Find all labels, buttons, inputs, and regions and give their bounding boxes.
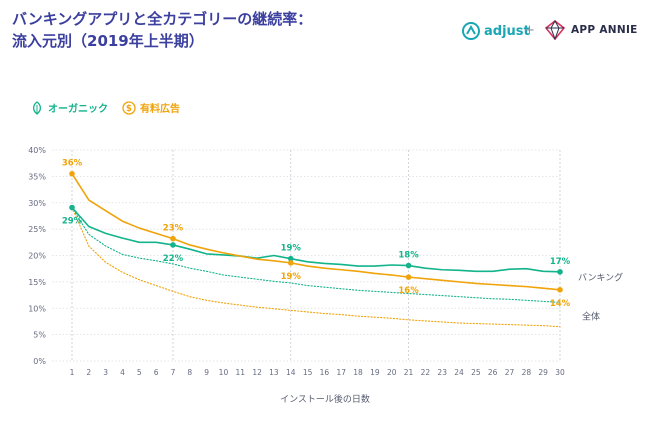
organic-all-line bbox=[71, 206, 561, 303]
x-axis-label: インストール後の日数 bbox=[280, 395, 370, 405]
y-tick-label: 30% bbox=[28, 199, 46, 208]
diamond-icon bbox=[545, 20, 565, 40]
y-tick-label: 0% bbox=[33, 357, 46, 366]
group-label-all: 全体 bbox=[582, 310, 600, 322]
x-tick-label: 6 bbox=[154, 368, 159, 377]
x-tick-label: 30 bbox=[555, 368, 565, 377]
paid-data-point bbox=[557, 286, 563, 293]
x-tick-label: 7 bbox=[171, 368, 176, 377]
y-tick-label: 5% bbox=[33, 331, 46, 340]
paid-data-point bbox=[405, 274, 412, 280]
x-tick-label: 5 bbox=[137, 368, 142, 377]
x-tick-label: 13 bbox=[269, 368, 279, 377]
legend-paid: $ 有料広告 bbox=[122, 100, 180, 115]
data-label: 29% bbox=[62, 216, 83, 226]
x-tick-label: 22 bbox=[421, 368, 431, 377]
x-tick-label: 27 bbox=[505, 368, 515, 377]
organic-data-point bbox=[557, 269, 563, 275]
data-label: 16% bbox=[398, 286, 419, 296]
leaf-icon bbox=[32, 100, 42, 115]
appannie-logo: APP ANNIE bbox=[545, 20, 638, 40]
paid-banking-line bbox=[71, 173, 561, 291]
x-tick-label: 26 bbox=[488, 368, 498, 377]
y-tick-label: 20% bbox=[28, 252, 46, 261]
x-tick-label: 18 bbox=[353, 368, 363, 377]
x-tick-label: 4 bbox=[120, 368, 125, 377]
appannie-logo-text: APP ANNIE bbox=[571, 24, 638, 36]
x-tick-label: 12 bbox=[252, 368, 262, 377]
paid-data-point bbox=[287, 260, 294, 266]
organic-data-point bbox=[69, 204, 75, 211]
legend-paid-label: 有料広告 bbox=[140, 104, 180, 115]
legend-organic-label: オーガニック bbox=[48, 104, 108, 115]
chart-title: バンキングアプリと全カテゴリーの継続率： 流入元別（2019年上半期） bbox=[12, 8, 432, 52]
brand-plus: + bbox=[524, 23, 535, 38]
y-tick-label: 10% bbox=[28, 304, 46, 313]
data-label: 14% bbox=[550, 299, 571, 309]
x-tick-label: 16 bbox=[320, 368, 330, 377]
paid-data-point bbox=[170, 235, 176, 242]
paid-data-point bbox=[69, 170, 75, 177]
x-tick-label: 28 bbox=[522, 368, 532, 377]
data-label: 17% bbox=[550, 257, 571, 267]
y-tick-label: 40% bbox=[28, 146, 46, 155]
x-tick-label: 25 bbox=[471, 368, 481, 377]
x-tick-label: 29 bbox=[538, 368, 548, 377]
organic-data-point bbox=[287, 255, 294, 262]
data-label: 19% bbox=[281, 244, 302, 254]
x-tick-label: 9 bbox=[204, 368, 209, 377]
x-tick-label: 19 bbox=[370, 368, 380, 377]
adjust-logo: adjust bbox=[462, 22, 530, 40]
paid-all-line bbox=[71, 206, 561, 328]
x-tick-label: 21 bbox=[404, 368, 414, 377]
data-label: 22% bbox=[163, 254, 184, 264]
x-tick-label: 1 bbox=[70, 368, 75, 377]
x-tick-label: 17 bbox=[336, 368, 346, 377]
adjust-logo-text: adjust bbox=[484, 23, 530, 39]
title-line-1: バンキングアプリと全カテゴリーの継続率： bbox=[12, 10, 313, 28]
data-label: 36% bbox=[62, 159, 83, 169]
data-label: 19% bbox=[281, 272, 302, 282]
organic-banking-line bbox=[71, 206, 561, 273]
svg-text:$: $ bbox=[126, 104, 132, 114]
x-tick-label: 15 bbox=[303, 368, 313, 377]
organic-data-point bbox=[405, 262, 412, 269]
group-label-banking: バンキング bbox=[578, 271, 623, 283]
x-tick-label: 2 bbox=[86, 368, 91, 377]
dollar-coin-icon: $ bbox=[122, 100, 136, 115]
data-label: 18% bbox=[398, 251, 419, 261]
y-tick-label: 35% bbox=[28, 172, 46, 181]
x-tick-label: 23 bbox=[437, 368, 447, 377]
x-tick-label: 8 bbox=[187, 368, 192, 377]
x-tick-label: 14 bbox=[286, 368, 296, 377]
data-label: 23% bbox=[163, 224, 184, 234]
legend-organic: オーガニック bbox=[30, 100, 108, 115]
x-tick-label: 11 bbox=[236, 368, 246, 377]
y-tick-label: 25% bbox=[28, 225, 46, 234]
organic-data-point bbox=[170, 242, 176, 248]
x-tick-label: 3 bbox=[103, 368, 108, 377]
adjust-logo-icon bbox=[462, 22, 480, 40]
title-line-2: 流入元別（2019年上半期） bbox=[12, 32, 204, 50]
y-tick-label: 15% bbox=[28, 278, 46, 287]
x-tick-label: 20 bbox=[387, 368, 397, 377]
x-tick-label: 24 bbox=[454, 368, 464, 377]
x-tick-label: 10 bbox=[219, 368, 229, 377]
